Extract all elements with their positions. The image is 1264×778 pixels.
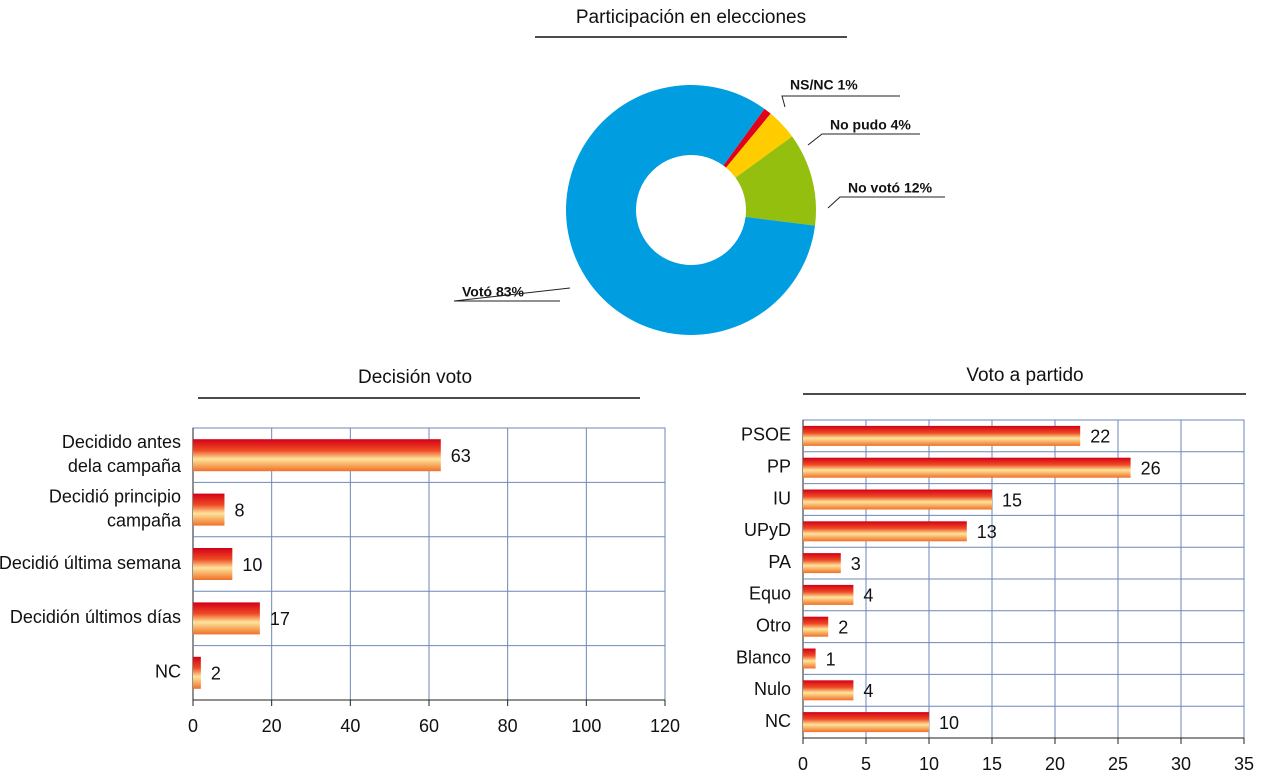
x-tick-label: 100 [571, 716, 601, 736]
x-tick-label: 80 [498, 716, 518, 736]
bar [803, 648, 816, 669]
bar [193, 493, 225, 526]
y-tick-label: Decidido antes dela campaña [62, 432, 182, 476]
x-tick-label: 20 [1045, 754, 1065, 774]
y-tick-label: Decidió principio campaña [49, 486, 182, 530]
x-tick-label: 10 [919, 754, 939, 774]
value-label: 8 [234, 500, 244, 520]
value-label: 3 [851, 554, 861, 574]
value-label: 1 [826, 649, 836, 669]
donut-slice [723, 108, 771, 168]
value-label: 4 [863, 586, 873, 606]
y-tick-label: Blanco [736, 647, 791, 667]
y-tick-label: PP [767, 456, 791, 476]
slice-label: NS/NC 1% [790, 77, 858, 93]
leader-line [453, 287, 571, 302]
bar [803, 584, 854, 605]
bar [193, 548, 233, 580]
x-tick-label: 25 [1108, 754, 1128, 774]
y-tick-label: PSOE [741, 425, 791, 445]
y-tick-label: IU [773, 488, 791, 508]
value-label: 2 [838, 617, 848, 637]
chart-title: Voto a partido [966, 365, 1083, 386]
bar [803, 680, 854, 701]
bar [193, 656, 201, 689]
y-tick-label-line: dela campaña [68, 456, 182, 476]
leader-line [781, 95, 900, 108]
x-tick-label: 5 [861, 754, 871, 774]
x-tick-label: 60 [419, 716, 439, 736]
chart-title: Decisión voto [358, 367, 472, 388]
value-label: 13 [977, 522, 997, 542]
y-tick-label: NC [765, 711, 791, 731]
bar [803, 553, 841, 574]
bar [803, 489, 992, 510]
value-label: 22 [1090, 427, 1110, 447]
bar [803, 521, 967, 542]
value-label: 10 [939, 713, 959, 733]
x-tick-label: 35 [1234, 754, 1254, 774]
value-label: 15 [1002, 490, 1022, 510]
slice-label: No votó 12% [848, 180, 933, 196]
x-tick-label: 15 [982, 754, 1002, 774]
x-tick-label: 20 [262, 716, 282, 736]
value-label: 10 [242, 555, 262, 575]
donut-slice [566, 85, 816, 336]
y-tick-label: NC [155, 662, 181, 682]
y-tick-label: Nulo [754, 679, 791, 699]
x-tick-label: 0 [798, 754, 808, 774]
bar [193, 439, 441, 472]
value-label: 4 [863, 681, 873, 701]
bar [803, 712, 929, 733]
chart-title: Participación en elecciones [576, 7, 806, 28]
bar [803, 425, 1081, 446]
y-tick-label: Decidió última semana [0, 553, 182, 573]
slice-label: No pudo 4% [830, 117, 911, 133]
y-tick-label-line: Decidió principio [49, 486, 181, 506]
slice-label: Votó 83% [462, 284, 525, 300]
x-tick-label: 120 [650, 716, 680, 736]
donut-slice [726, 113, 793, 178]
value-label: 26 [1141, 458, 1161, 478]
y-tick-label-line: Decidido antes [62, 432, 181, 452]
x-tick-label: 30 [1171, 754, 1191, 774]
y-tick-label: Equo [749, 584, 791, 604]
y-tick-label: UPyD [744, 520, 791, 540]
value-label: 17 [270, 609, 290, 629]
y-tick-label-line: campaña [107, 510, 182, 530]
bar [193, 602, 260, 635]
x-tick-label: 40 [340, 716, 360, 736]
leader-line [807, 133, 920, 146]
bar [803, 457, 1131, 478]
y-tick-label: PA [768, 552, 791, 572]
value-label: 2 [211, 664, 221, 684]
bar [803, 616, 829, 637]
leader-line [827, 196, 945, 209]
value-label: 63 [451, 446, 471, 466]
donut-slice [735, 136, 816, 226]
y-tick-label: Otro [756, 615, 791, 635]
y-tick-label: Decidión últimos días [10, 607, 181, 627]
x-tick-label: 0 [188, 716, 198, 736]
